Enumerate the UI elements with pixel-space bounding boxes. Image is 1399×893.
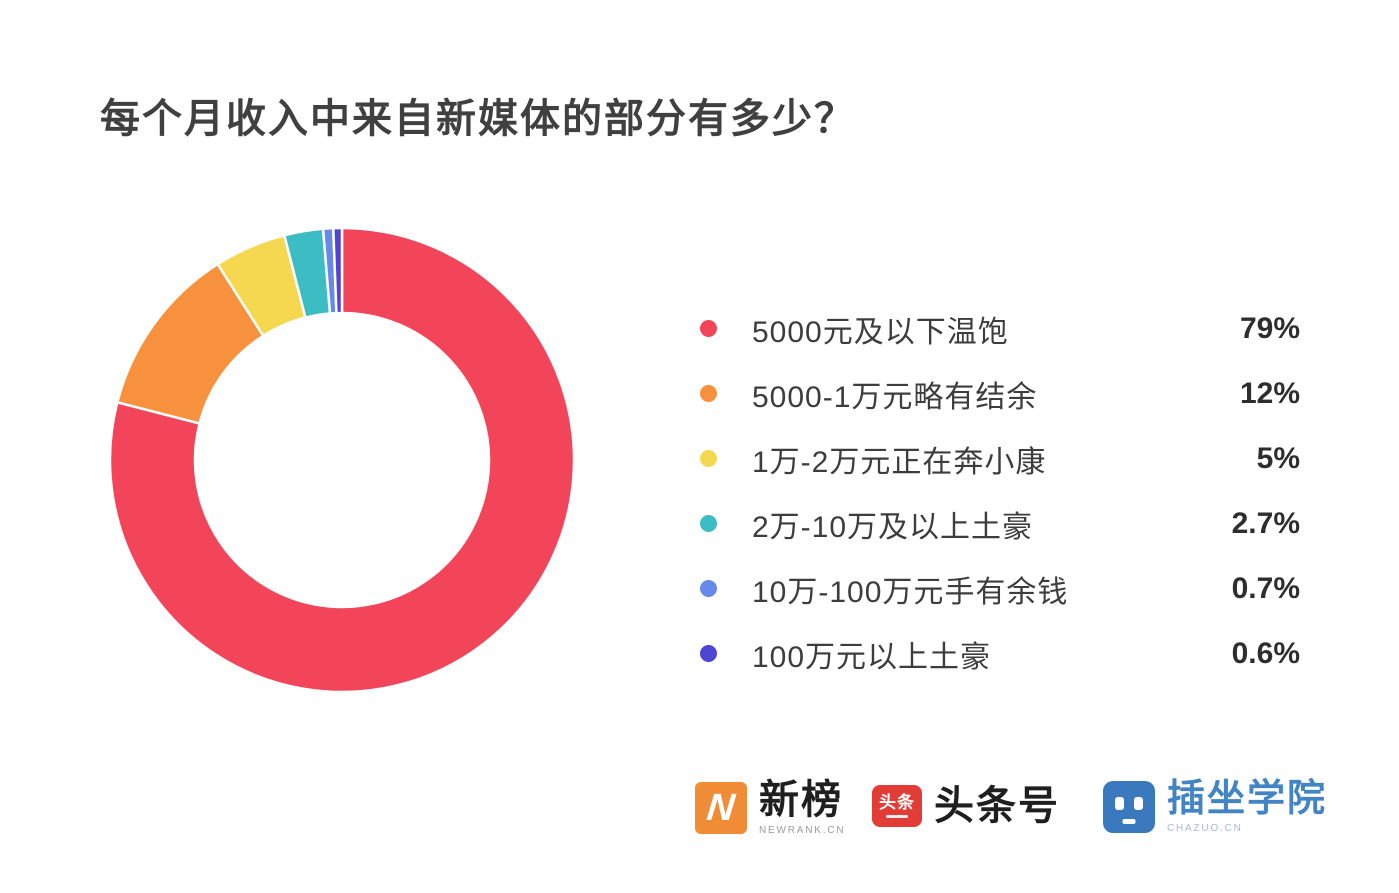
legend-color-dot xyxy=(700,320,717,337)
legend-percent: 2.7% xyxy=(1231,506,1300,540)
legend-percent: 12% xyxy=(1239,376,1300,410)
donut-chart xyxy=(92,210,592,710)
legend-item: 2万-10万及以上土豪 2.7% xyxy=(700,491,1300,556)
legend-label: 1万-2万元正在奔小康 xyxy=(752,445,1047,479)
robot-eye-icon xyxy=(1134,797,1143,810)
toutiao-icon-text: 头条 xyxy=(879,793,915,812)
legend-item: 100万元以上土豪 0.6% xyxy=(700,621,1300,686)
legend-color-dot xyxy=(700,385,717,402)
legend-label: 10万-100万元手有余钱 xyxy=(752,575,1069,609)
newrank-icon: N xyxy=(695,782,747,834)
chazuo-logo: 插坐学院 CHAZUO.CN xyxy=(1103,780,1327,834)
legend-item: 5000元及以下温饱 79% xyxy=(700,296,1300,361)
chazuo-robot-icon xyxy=(1103,781,1155,833)
legend-color-dot xyxy=(700,580,717,597)
legend-label: 5000元及以下温饱 xyxy=(752,315,1009,349)
toutiao-icon-underline xyxy=(886,815,908,818)
legend-item: 1万-2万元正在奔小康 5% xyxy=(700,426,1300,491)
page-title: 每个月收入中来自新媒体的部分有多少？ xyxy=(100,97,856,141)
legend-item: 5000-1万元略有结余 12% xyxy=(700,361,1300,426)
newrank-n-glyph: N xyxy=(705,787,737,829)
donut-slice xyxy=(331,226,344,315)
newrank-logo: N 新榜 NEWRANK.CN xyxy=(695,780,845,836)
newrank-sub-text: NEWRANK.CN xyxy=(759,825,846,836)
toutiao-brand-text: 头条号 xyxy=(934,784,1060,828)
donut-slice xyxy=(108,226,576,694)
legend-percent: 0.6% xyxy=(1231,636,1300,670)
legend-item: 10万-100万元手有余钱 0.7% xyxy=(700,556,1300,621)
donut-chart-svg xyxy=(108,226,576,694)
robot-eye-icon xyxy=(1115,797,1124,810)
chazuo-brand-text: 插坐学院 xyxy=(1167,778,1328,820)
chazuo-sub-text: CHAZUO.CN xyxy=(1167,823,1243,834)
legend-percent: 5% xyxy=(1256,441,1300,475)
legend-color-dot xyxy=(700,645,717,662)
toutiao-logo: 头条 头条号 xyxy=(872,785,1060,827)
legend-label: 5000-1万元略有结余 xyxy=(752,380,1038,414)
legend-color-dot xyxy=(700,515,717,532)
legend-color-dot xyxy=(700,450,717,467)
chart-legend: 5000元及以下温饱 79% 5000-1万元略有结余 12% 1万-2万元正在… xyxy=(700,296,1300,686)
toutiao-icon: 头条 xyxy=(872,785,922,827)
legend-percent: 0.7% xyxy=(1231,571,1300,605)
robot-mouth-icon xyxy=(1122,819,1136,824)
legend-label: 2万-10万及以上土豪 xyxy=(752,510,1034,544)
legend-label: 100万元以上土豪 xyxy=(752,640,992,674)
newrank-brand-text: 新榜 xyxy=(759,778,843,822)
legend-percent: 79% xyxy=(1239,311,1300,345)
